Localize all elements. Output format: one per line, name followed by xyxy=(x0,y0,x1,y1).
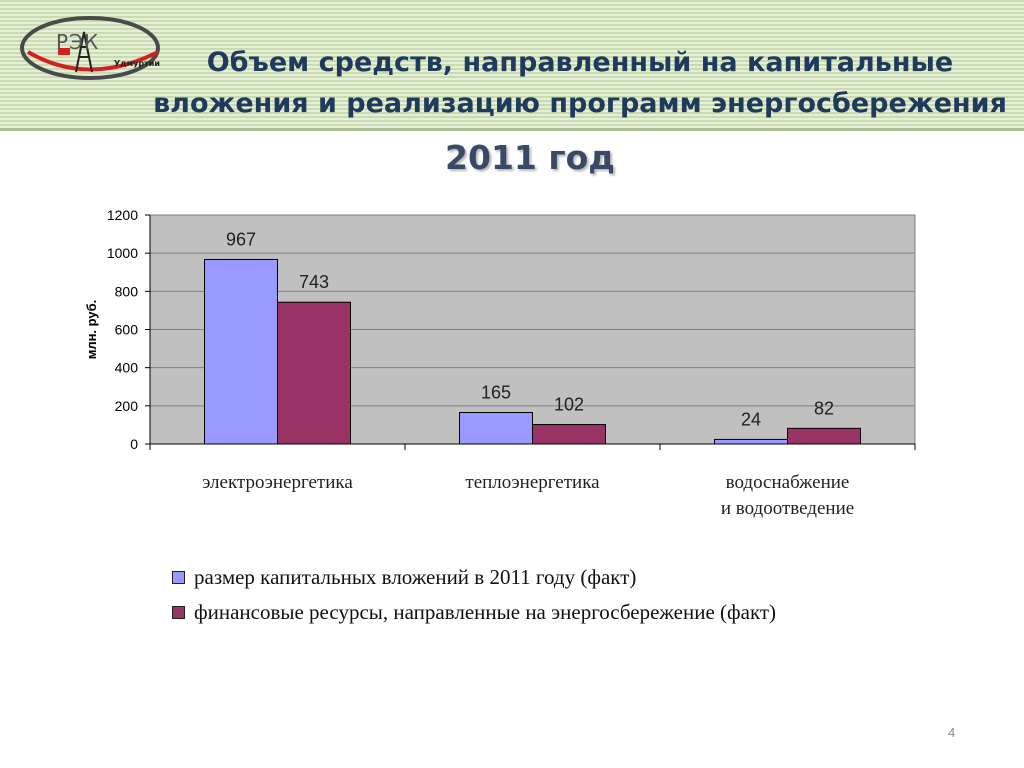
bar-chart: 0 200 400 600 800 1000 1200 млн. руб. 967 743 элек… xyxy=(84,207,916,519)
y-tick-label: 0 xyxy=(130,436,138,452)
y-axis-label: млн. руб. xyxy=(84,300,99,360)
legend-swatch-series2 xyxy=(172,606,185,619)
legend-item-series1: размер капитальных вложений в 2011 году … xyxy=(172,560,776,595)
logo-text: РЭК xyxy=(56,30,100,54)
page-title: Объем средств, направленный на капитальн… xyxy=(153,47,1007,119)
data-label: 82 xyxy=(814,398,834,418)
legend-swatch-series1 xyxy=(172,571,185,584)
data-label: 165 xyxy=(481,383,511,403)
bar-series2 xyxy=(277,301,351,445)
data-label: 967 xyxy=(226,229,256,249)
company-logo: РЭК Удмуртии xyxy=(18,12,168,82)
y-tick-label: 600 xyxy=(115,322,139,338)
x-category-label: теплоэнергетика xyxy=(465,472,600,493)
x-category-label: электроэнергетика xyxy=(202,472,353,493)
y-tick-label: 400 xyxy=(115,360,139,376)
legend-label-series2: финансовые ресурсы, направленные на энер… xyxy=(194,600,777,624)
x-category-label: водоснабжение и водоотведение xyxy=(721,472,854,519)
header-divider xyxy=(0,128,1024,131)
y-tick-label: 800 xyxy=(115,283,139,299)
bar-series1 xyxy=(204,258,278,445)
chart-legend: размер капитальных вложений в 2011 году … xyxy=(172,560,776,630)
y-tick-label: 200 xyxy=(115,398,139,414)
bar-series1 xyxy=(714,438,788,445)
legend-item-series2: финансовые ресурсы, направленные на энер… xyxy=(172,595,776,630)
bar-series1 xyxy=(459,412,533,445)
data-label: 102 xyxy=(554,395,584,415)
legend-label-series1: размер капитальных вложений в 2011 году … xyxy=(194,565,637,589)
logo-graphic-icon xyxy=(20,16,160,80)
y-tick-label: 1200 xyxy=(107,207,138,223)
data-label: 743 xyxy=(299,272,329,292)
year-subtitle: 2011 год xyxy=(445,138,615,177)
bar-series2 xyxy=(787,427,861,445)
header-band xyxy=(0,0,1024,128)
bar-series2 xyxy=(532,424,606,445)
page-number: 4 xyxy=(948,725,956,740)
y-tick-label: 1000 xyxy=(107,245,138,261)
logo-subtext: Удмуртии xyxy=(114,59,160,68)
data-label: 24 xyxy=(741,409,761,429)
